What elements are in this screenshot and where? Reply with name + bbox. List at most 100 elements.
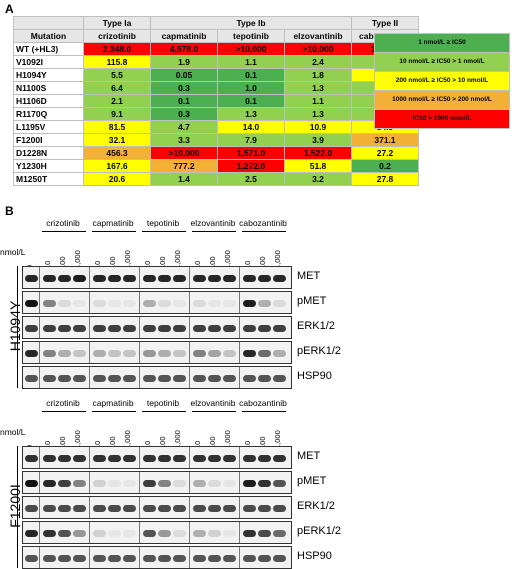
blot-band	[123, 300, 136, 307]
mutation-cell: M1250T	[13, 172, 84, 186]
cell-line-label: H1094Y	[7, 300, 23, 352]
blot-band	[25, 275, 38, 282]
blot-band	[143, 480, 156, 487]
blot-band	[208, 350, 221, 357]
ic50-value-cell: 777.2	[150, 159, 218, 173]
blot-band	[173, 350, 186, 357]
blot-band	[108, 275, 121, 282]
blot-band	[73, 530, 86, 537]
ic50-value-cell: >10,000	[284, 42, 352, 56]
group-header: Type Ib	[150, 16, 352, 30]
blot-strip	[22, 366, 292, 389]
blot-band	[58, 505, 71, 512]
ic50-value-cell: 2.5	[217, 172, 285, 186]
blot-band	[258, 275, 271, 282]
blot-band	[258, 375, 271, 382]
legend-item: 10 nmol/L ≥ IC50 > 1 nmol/L	[375, 53, 509, 72]
blot-strip	[22, 471, 292, 494]
ic50-value-cell: 7.9	[217, 133, 285, 147]
panel-b-label: B	[5, 204, 14, 218]
ic50-value-cell: 6.4	[83, 81, 151, 95]
lane-separator	[139, 342, 140, 363]
blot-band	[143, 300, 156, 307]
lane-separator	[39, 447, 40, 468]
lane-separator	[89, 267, 90, 288]
ic50-value-cell: 0.2	[351, 159, 419, 173]
blot-band	[43, 505, 56, 512]
blot-band	[273, 375, 286, 382]
column-header: tepotinib	[217, 29, 285, 43]
blot-band	[25, 480, 38, 487]
blot-band	[43, 275, 56, 282]
lane-separator	[139, 547, 140, 568]
blot-strip	[22, 521, 292, 544]
blot-band	[193, 350, 206, 357]
blot-band	[123, 275, 136, 282]
ic50-value-cell: >10,000	[217, 42, 285, 56]
table-row: Y1230H 167.6 777.2 1,272.0 51.8 0.2	[13, 159, 419, 173]
mutation-cell: F1200I	[13, 133, 84, 147]
lane-separator	[239, 367, 240, 388]
blot-band	[208, 530, 221, 537]
blot-band	[93, 455, 106, 462]
blot-band	[73, 555, 86, 562]
drug-group-line	[192, 411, 236, 412]
blot-band	[173, 480, 186, 487]
cell-line-bracket	[17, 446, 18, 568]
lane-separator	[239, 497, 240, 518]
lane-separator	[239, 472, 240, 493]
mutation-cell: L1195V	[13, 120, 84, 134]
blot-band	[108, 555, 121, 562]
table-group-header-row: Type Ia Type Ib Type II	[13, 16, 419, 30]
group-header	[13, 16, 84, 30]
lane-separator	[189, 497, 190, 518]
protein-label: pMET	[297, 475, 327, 487]
protein-label: ERK1/2	[297, 500, 335, 512]
blot-band	[143, 275, 156, 282]
lane-separator	[39, 267, 40, 288]
drug-label: cabozantinib	[239, 398, 287, 408]
blot-band	[223, 275, 236, 282]
mutation-cell: H1106D	[13, 94, 84, 108]
blot-band	[143, 350, 156, 357]
blot-band	[108, 505, 121, 512]
blot-band	[223, 325, 236, 332]
blot-strip	[22, 341, 292, 364]
blot-band	[25, 530, 38, 537]
protein-label: pMET	[297, 295, 327, 307]
blot-band	[73, 300, 86, 307]
blot-band	[73, 480, 86, 487]
nmol-label: nmol/L	[0, 427, 26, 437]
drug-group-line	[92, 411, 136, 412]
lane-separator	[89, 292, 90, 313]
blot-strip	[22, 316, 292, 339]
cell-line-bracket	[17, 266, 18, 388]
lane-separator	[39, 367, 40, 388]
blot-band	[243, 505, 256, 512]
lane-separator	[189, 267, 190, 288]
blot-band	[108, 375, 121, 382]
ic50-value-cell: 2.1	[83, 94, 151, 108]
blot-band	[58, 350, 71, 357]
blot-band	[173, 505, 186, 512]
blot-band	[193, 455, 206, 462]
protein-label: HSP90	[297, 370, 332, 382]
ic50-value-cell: 32.1	[83, 133, 151, 147]
blot-band	[73, 350, 86, 357]
blot-band	[258, 350, 271, 357]
blot-band	[143, 555, 156, 562]
blot-band	[158, 455, 171, 462]
ic50-value-cell: >10,000	[150, 146, 218, 160]
drug-group-line	[92, 231, 136, 232]
lane-separator	[239, 317, 240, 338]
blot-band	[193, 480, 206, 487]
lane-separator	[39, 292, 40, 313]
blot-band	[173, 275, 186, 282]
blot-strip	[22, 496, 292, 519]
lane-separator	[239, 292, 240, 313]
lane-separator	[89, 367, 90, 388]
ic50-value-cell: 27.2	[351, 146, 419, 160]
ic50-value-cell: 4,978.0	[150, 42, 218, 56]
